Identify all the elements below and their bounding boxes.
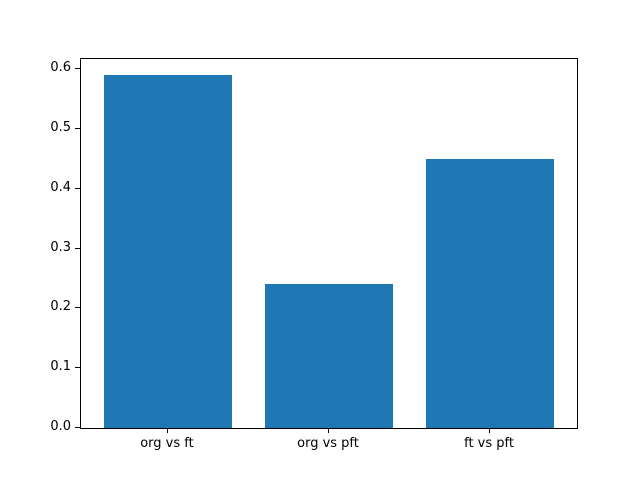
- y-tick-label: 0.3: [50, 239, 71, 255]
- y-tick-mark: [75, 307, 80, 309]
- x-tick-label: org vs pft: [297, 436, 359, 451]
- y-tick-mark: [75, 427, 80, 428]
- x-tick-mark: [489, 428, 491, 433]
- x-tick-label: ft vs pft: [464, 436, 514, 451]
- y-tick-mark: [75, 367, 80, 369]
- x-tick-mark: [166, 428, 168, 433]
- x-tick-mark: [328, 428, 329, 433]
- y-tick-label: 0.0: [50, 419, 71, 434]
- x-tick-label: org vs ft: [140, 436, 194, 451]
- y-tick-mark: [75, 187, 80, 189]
- y-tick-label: 0.5: [50, 119, 71, 135]
- bar-ft-vs-pft: [425, 158, 555, 428]
- bar-org-vs-ft: [103, 75, 233, 428]
- y-tick-mark: [75, 127, 80, 129]
- plot-area: [80, 58, 578, 429]
- y-tick-label: 0.4: [50, 179, 71, 195]
- y-tick-label: 0.6: [50, 60, 71, 76]
- y-tick-label: 0.1: [50, 359, 71, 375]
- y-tick-mark: [75, 68, 80, 70]
- y-tick-mark: [75, 247, 80, 249]
- bar-org-vs-pft: [264, 284, 394, 428]
- y-tick-label: 0.2: [50, 299, 71, 315]
